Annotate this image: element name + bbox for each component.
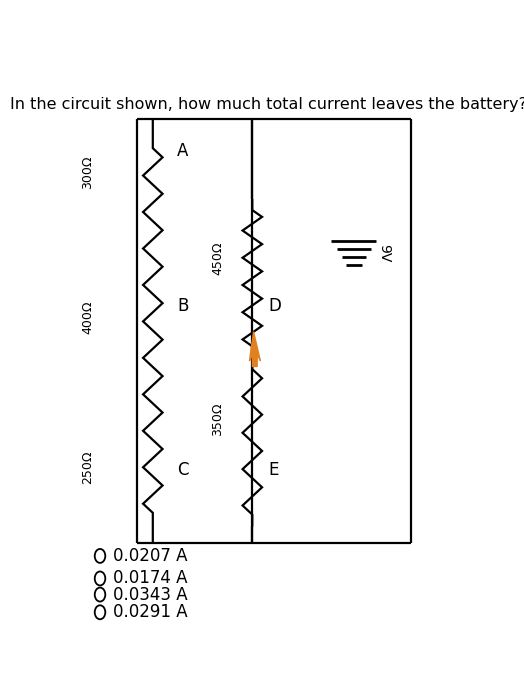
Text: 9V: 9V <box>377 243 391 262</box>
Text: 450Ω: 450Ω <box>211 241 224 275</box>
Text: 0.0174 A: 0.0174 A <box>113 569 188 588</box>
Polygon shape <box>249 332 260 367</box>
Text: A: A <box>177 141 189 160</box>
Text: 250Ω: 250Ω <box>81 451 94 484</box>
Text: 350Ω: 350Ω <box>211 402 224 436</box>
Text: D: D <box>268 298 281 315</box>
Text: 0.0207 A: 0.0207 A <box>113 547 188 565</box>
Text: In the circuit shown, how much total current leaves the battery?: In the circuit shown, how much total cur… <box>10 97 524 112</box>
Text: 400Ω: 400Ω <box>81 300 94 334</box>
Text: B: B <box>177 298 189 315</box>
Text: E: E <box>268 461 279 479</box>
Text: C: C <box>177 461 189 479</box>
Text: 300Ω: 300Ω <box>81 155 94 189</box>
Text: 0.0343 A: 0.0343 A <box>113 585 188 604</box>
Text: 0.0291 A: 0.0291 A <box>113 604 188 621</box>
